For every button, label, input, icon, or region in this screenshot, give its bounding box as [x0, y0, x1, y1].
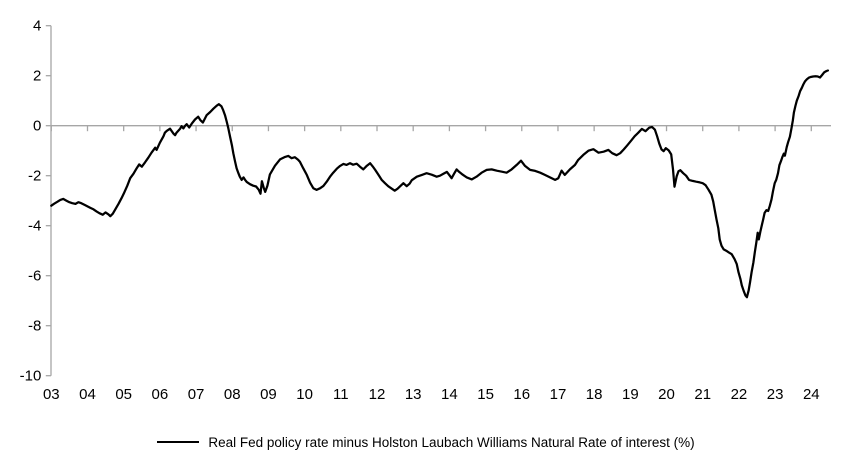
x-tick-label: 06: [152, 386, 169, 403]
x-tick-label: 08: [224, 386, 241, 403]
x-tick-label: 10: [296, 386, 313, 403]
y-tick-label: 0: [33, 118, 41, 135]
x-tick-label: 17: [550, 386, 567, 403]
x-tick-label: 21: [694, 386, 711, 403]
y-tick-label: -6: [28, 268, 41, 285]
x-tick-label: 24: [803, 386, 820, 403]
x-tick-label: 13: [405, 386, 422, 403]
x-tick-label: 23: [767, 386, 784, 403]
x-tick-label: 05: [115, 386, 132, 403]
x-tick-label: 18: [586, 386, 603, 403]
x-tick-label: 11: [333, 386, 349, 403]
x-tick-label: 04: [79, 386, 96, 403]
y-tick-label: -10: [20, 368, 42, 385]
legend-line-sample: [157, 441, 200, 443]
x-tick-label: 12: [369, 386, 386, 403]
x-tick-label: 14: [441, 386, 458, 403]
x-tick-label: 09: [260, 386, 277, 403]
y-tick-label: 4: [33, 18, 41, 35]
legend-label: Real Fed policy rate minus Holston Lauba…: [208, 434, 695, 450]
y-tick-label: -8: [28, 318, 41, 335]
data-line: [50, 69, 830, 299]
y-tick-label: -2: [28, 168, 41, 185]
y-tick-label: -4: [28, 218, 41, 235]
x-tick-label: 03: [43, 386, 60, 403]
y-tick-label: 2: [33, 68, 41, 85]
x-tick-label: 20: [658, 386, 675, 403]
x-tick-label: 16: [513, 386, 530, 403]
x-tick-label: 22: [731, 386, 748, 403]
x-tick-label: 07: [188, 386, 205, 403]
legend: Real Fed policy rate minus Holston Lauba…: [0, 431, 852, 453]
x-tick-label: 19: [622, 386, 639, 403]
x-tick-label: 15: [477, 386, 494, 403]
